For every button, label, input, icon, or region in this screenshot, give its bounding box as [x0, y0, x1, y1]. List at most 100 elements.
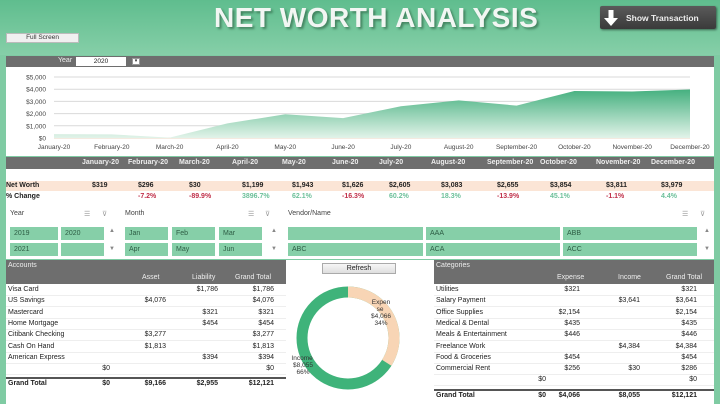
cell-total: $286	[681, 365, 697, 373]
vendor-slicer-item[interactable]	[288, 227, 423, 240]
month-slicer-item[interactable]: May	[172, 243, 215, 256]
cell-total: $0	[266, 365, 274, 373]
y-axis-tick: $1,000	[26, 123, 46, 130]
scroll-up-icon[interactable]: ▲	[109, 228, 115, 234]
year-slicer-item[interactable]: 2019	[10, 227, 58, 240]
x-axis-tick: June-20	[331, 144, 355, 151]
column-header-income: Income	[618, 274, 641, 281]
row-label: Medical & Dental	[436, 319, 489, 327]
row-label: Commercial Rent	[436, 365, 491, 373]
accounts-pivot-table: Accounts Asset Liability Grand Total Vis…	[6, 260, 286, 404]
multi-select-icon[interactable]: ☰	[682, 211, 689, 218]
table-row: Meals & Entertainment $446 $446	[434, 330, 714, 342]
x-axis-tick: January-20	[38, 144, 71, 151]
categories-title: Categories	[436, 262, 470, 269]
income-expense-donut-chart: Expen se $4,066 34% Income $8,055 66%	[291, 286, 400, 390]
net-worth-value: $3,083	[441, 182, 463, 189]
cell-total: $446	[681, 331, 697, 339]
vendor-slicer-item[interactable]: AAA	[426, 227, 560, 240]
multi-select-icon[interactable]: ☰	[84, 211, 91, 218]
net-worth-value: $30	[189, 182, 201, 189]
cell-asset: $1,813	[144, 342, 166, 350]
cell-income: $30	[628, 365, 640, 373]
vendor-slicer-item[interactable]: ACA	[426, 243, 560, 256]
show-transaction-button[interactable]: Show Transaction	[600, 6, 716, 29]
table-row: $0 $0	[434, 375, 714, 387]
x-axis-tick: May-20	[274, 144, 296, 151]
refresh-button[interactable]: Refresh	[322, 263, 396, 274]
vendor-slicer-item[interactable]: ABB	[563, 227, 697, 240]
scroll-up-icon[interactable]: ▲	[704, 228, 710, 234]
vendor-slicer-item[interactable]: ABC	[288, 243, 423, 256]
cell-total: $0	[689, 376, 697, 384]
full-screen-button[interactable]: Full Screen	[6, 33, 79, 43]
month-column-header: January-20	[82, 159, 119, 166]
net-worth-value: $3,811	[606, 182, 628, 189]
table-row: American Express $394 $394	[6, 353, 286, 364]
scroll-up-icon[interactable]: ▲	[271, 228, 277, 234]
x-axis-tick: November-20	[612, 144, 652, 151]
net-worth-value: $2,655	[497, 182, 519, 189]
month-slicer-item[interactable]: Mar	[219, 227, 262, 240]
year-slicer-item[interactable]	[61, 243, 104, 256]
net-worth-value: $1,199	[242, 182, 264, 189]
percent-change-value: -16.3%	[342, 193, 365, 200]
income-label: Income $8,055 66%	[291, 355, 314, 376]
cell-total: $3,277	[252, 331, 274, 339]
table-row: Mastercard $321 $321	[6, 308, 286, 319]
cell-total: $4,384	[675, 342, 697, 350]
month-slicer-item[interactable]: Apr	[125, 243, 168, 256]
net-worth-row: Net Worth $319 $296 $30 $1,199 $1,943 $1,626 $…	[6, 181, 714, 191]
net-worth-value: $3,854	[550, 182, 572, 189]
cell-expense: $321	[564, 286, 580, 293]
year-slicer-item[interactable]: 2021	[10, 243, 58, 256]
column-header-liability: Liability	[192, 274, 216, 281]
net-worth-value: $319	[92, 182, 108, 189]
row-label: Salary Payment	[436, 297, 486, 305]
net-worth-value: $1,626	[342, 182, 364, 189]
net-worth-value: $3,979	[661, 182, 683, 189]
month-slicer-item[interactable]: Jun	[219, 243, 262, 256]
percent-change-row: % Change -7.2% -89.9% 3896.7% 62.1% -16.3% 60…	[6, 192, 714, 202]
clear-filter-icon[interactable]: ⊽	[700, 211, 706, 218]
row-label: Office Supplies	[436, 308, 483, 316]
percent-change-label: % Change	[6, 193, 40, 200]
percent-change-value: -1.1%	[606, 193, 625, 200]
year-slicer-item[interactable]: 2020	[61, 227, 104, 240]
header-banner: NET WORTH ANALYSIS Show Transaction Full…	[0, 0, 720, 55]
dropdown-arrow-icon[interactable]: ▾	[132, 58, 140, 65]
table-row: Freelance Work $4,384 $4,384	[434, 342, 714, 353]
cell-expense: $435	[564, 319, 580, 327]
month-slicer-item[interactable]: Jan	[125, 227, 168, 240]
scroll-down-icon[interactable]: ▼	[704, 246, 710, 252]
cell-income: $4,384	[618, 342, 640, 350]
percent-change-value: -7.2%	[138, 193, 157, 200]
row-label: Citibank Checking	[8, 331, 65, 339]
cell-total: $454	[258, 319, 274, 327]
year-filter-bar: Year 2020 ▾	[6, 56, 714, 67]
clear-filter-icon[interactable]: ⊽	[265, 211, 271, 218]
percent-change-value: 3896.7%	[242, 193, 270, 200]
month-slicer-title: Month	[125, 210, 145, 217]
row-label: Food & Groceries	[436, 353, 491, 361]
y-axis-tick: $0	[39, 136, 47, 143]
table-row: US Savings $4,076 $4,076	[6, 296, 286, 308]
cell-total: $12,121	[248, 380, 274, 388]
month-column-header: March-20	[179, 159, 210, 166]
cell-blank: $0	[102, 365, 110, 373]
month-header-bar: January-20 February-20 March-20 April-20 May…	[6, 157, 714, 169]
expense-label: Expen se $4,066 34%	[371, 299, 391, 327]
percent-change-value: 45.1%	[550, 193, 570, 200]
accounts-title: Accounts	[8, 262, 37, 269]
year-filter-value[interactable]: 2020	[76, 57, 126, 66]
vendor-slicer-item[interactable]: ACC	[563, 243, 697, 256]
multi-select-icon[interactable]: ☰	[248, 211, 255, 218]
scroll-down-icon[interactable]: ▼	[109, 246, 115, 252]
clear-filter-icon[interactable]: ⊽	[102, 211, 108, 218]
month-column-header: May-20	[282, 159, 306, 166]
cell-total: $3,641	[675, 297, 697, 305]
month-slicer-item[interactable]: Feb	[172, 227, 215, 240]
cell-total: $1,786	[252, 286, 274, 293]
grand-total-row: Grand Total $0 $4,066 $8,055 $12,121	[434, 388, 714, 400]
scroll-down-icon[interactable]: ▼	[271, 246, 277, 252]
